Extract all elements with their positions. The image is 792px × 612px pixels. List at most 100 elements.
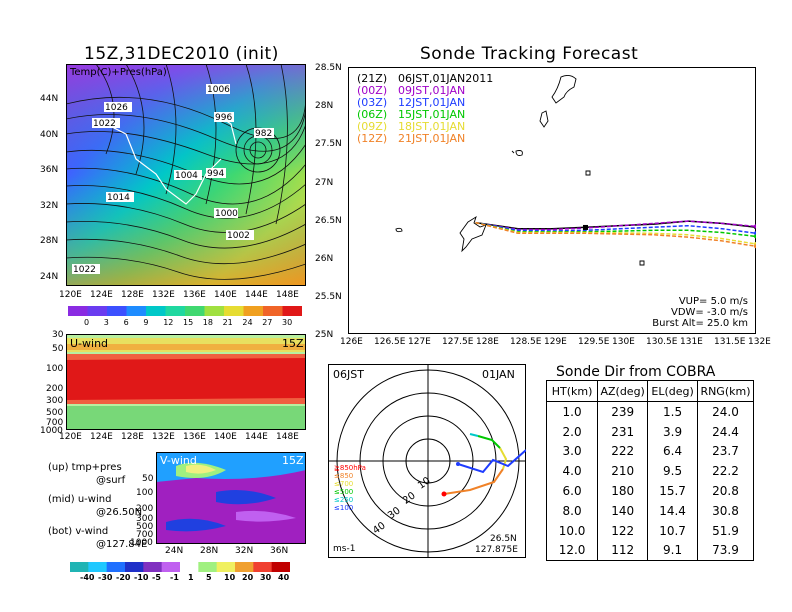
u-wind-pressure-tick: 200	[46, 384, 64, 394]
tracking-lon-tick: 129E	[544, 337, 567, 347]
tracking-plot	[348, 67, 756, 334]
map-lon-tick: 132E	[152, 290, 175, 300]
trajectory-line	[475, 221, 756, 248]
surface-temp-pressure-map: 1026 1006 996 982 1022 1004 994 1014 100…	[66, 64, 306, 286]
colorbar-swatch	[125, 562, 144, 572]
table-row: 3.0 222 6.4 23.7	[547, 441, 754, 462]
table-cell: 15.7	[647, 481, 698, 501]
tracking-legend-code: (21Z)	[357, 72, 388, 85]
table-cell: 20.8	[696, 481, 754, 501]
tracking-lon-tick: 126.5E	[374, 337, 406, 347]
tracking-lon-tick: 131.5E	[714, 337, 746, 347]
polar-legend-item: ≤250	[334, 496, 354, 504]
table-row: 12.0 112 9.1 73.9	[547, 540, 754, 561]
v-wind-pressure-tick: 1000	[130, 538, 153, 548]
v-wind-time: 15Z	[282, 454, 304, 467]
v-wind-title: V-wind	[160, 454, 197, 467]
map-lat-tick: 44N	[40, 94, 59, 104]
map-lon-tick: 140E	[214, 290, 237, 300]
colorbar-swatch	[126, 306, 147, 316]
colorbar-swatch	[185, 306, 205, 316]
table-cell: 6.0	[562, 484, 582, 499]
colorbar-swatch	[263, 306, 283, 316]
isobar-label: 1004	[175, 171, 198, 181]
tracking-title: Sonde Tracking Forecast	[420, 44, 639, 64]
tracking-lon-tick: 132E	[748, 337, 771, 347]
tracking-lat-tick: 26.5N	[315, 215, 342, 226]
temp-colorbar-tick: 12	[163, 318, 174, 327]
polar-legend-item: ≤850	[334, 472, 354, 480]
tracking-lon-tick: 131E	[680, 337, 703, 347]
trajectory-endpoint	[754, 231, 756, 236]
v-wind-pressure-tick: 500	[136, 522, 154, 532]
polar-unit: ms-1	[333, 544, 356, 554]
table-cell: 231	[597, 421, 648, 442]
map-lon-tick: 124E	[90, 290, 113, 300]
table-row: 6.0 180 15.7 20.8	[547, 481, 754, 501]
tracking-legend-code: (03Z)	[357, 96, 388, 109]
table-cell: 9.5	[647, 461, 698, 482]
map-lat-tick: 36N	[40, 165, 59, 175]
trajectory-endpoint	[754, 224, 756, 229]
colorbar-swatch	[271, 562, 290, 572]
u-wind-pressure-tick: 500	[46, 408, 64, 418]
polar-lat: 26.5N	[490, 534, 517, 544]
table-cell: 12.0	[558, 543, 586, 558]
temp-colorbar-tick: 3	[103, 318, 109, 327]
u-wind-pressure-tick: 50	[52, 344, 64, 354]
table-cell: 4.0	[562, 464, 582, 479]
table-cell: 9.1	[647, 540, 698, 561]
wind-colorbar-tick: -10	[134, 573, 149, 582]
map-title: 15Z,31DEC2010 (init)	[84, 44, 279, 64]
temp-colorbar-tick: 30	[282, 318, 293, 327]
table-cell: 222	[597, 441, 648, 462]
tracking-legend-code: (09Z)	[357, 120, 388, 133]
tracking-param: Burst Alt= 25.0 km	[652, 318, 748, 329]
isobar-label: 982	[255, 129, 272, 139]
colorbar-swatch	[204, 306, 225, 316]
okinawa-coastline	[459, 215, 487, 253]
tracking-lat-tick: 28.5N	[315, 63, 342, 73]
colorbar-swatch	[161, 562, 181, 572]
v-wind-section	[156, 452, 306, 544]
note-line: @surf	[96, 475, 126, 486]
note-line: (mid) u-wind	[48, 494, 112, 505]
isobar-label: 994	[207, 169, 224, 179]
table-cell: 180	[597, 481, 648, 501]
map-lon-tick: 136E	[183, 290, 206, 300]
table-cell: 6.4	[647, 441, 698, 462]
isobar-label: 1014	[107, 193, 130, 203]
table-cell: 8.0	[562, 503, 582, 518]
tracking-param: VUP= 5.0 m/s	[678, 296, 748, 307]
map-lon-tick: 120E	[59, 290, 82, 300]
u-wind-lon-tick: 144E	[245, 432, 268, 442]
temp-colorbar-tick: 21	[222, 318, 233, 327]
table-cell: 30.8	[696, 500, 754, 521]
u-wind-title: U-wind	[70, 337, 109, 350]
u-wind-lon-tick: 128E	[121, 432, 144, 442]
u-wind-pressure-tick: 300	[46, 396, 64, 406]
tracking-legend-time: 15JST,01JAN	[398, 108, 466, 121]
u-wind-pressure-tick: 700	[46, 418, 64, 428]
tracking-lon-tick: 128E	[476, 337, 499, 347]
colorbar-swatch	[243, 306, 264, 316]
temp-colorbar	[68, 306, 302, 316]
table-header: RNG(km)	[696, 380, 754, 402]
table-cell: 10.7	[647, 520, 698, 541]
island-coastline	[395, 227, 403, 233]
temp-colorbar-tick: 0	[84, 318, 90, 327]
map-lat-tick: 28N	[40, 236, 59, 246]
wind-colorbar-tick: 5	[206, 573, 212, 582]
table-cell: 3.9	[647, 421, 698, 442]
wind-colorbar-tick: 1	[188, 573, 194, 582]
table-cell: 22.2	[696, 461, 754, 482]
tracking-param: VDW= -3.0 m/s	[671, 307, 748, 318]
island-coastline	[639, 260, 645, 266]
colorbar-swatch	[253, 562, 273, 572]
table-cell: 2.0	[562, 424, 582, 439]
tracking-legend-code: (00Z)	[357, 84, 388, 97]
wind-colorbar-tick: -1	[170, 573, 179, 582]
wind-colorbar-tick: -40	[80, 573, 95, 582]
u-wind-section	[66, 334, 306, 430]
polar-lon: 127.875E	[475, 545, 518, 555]
